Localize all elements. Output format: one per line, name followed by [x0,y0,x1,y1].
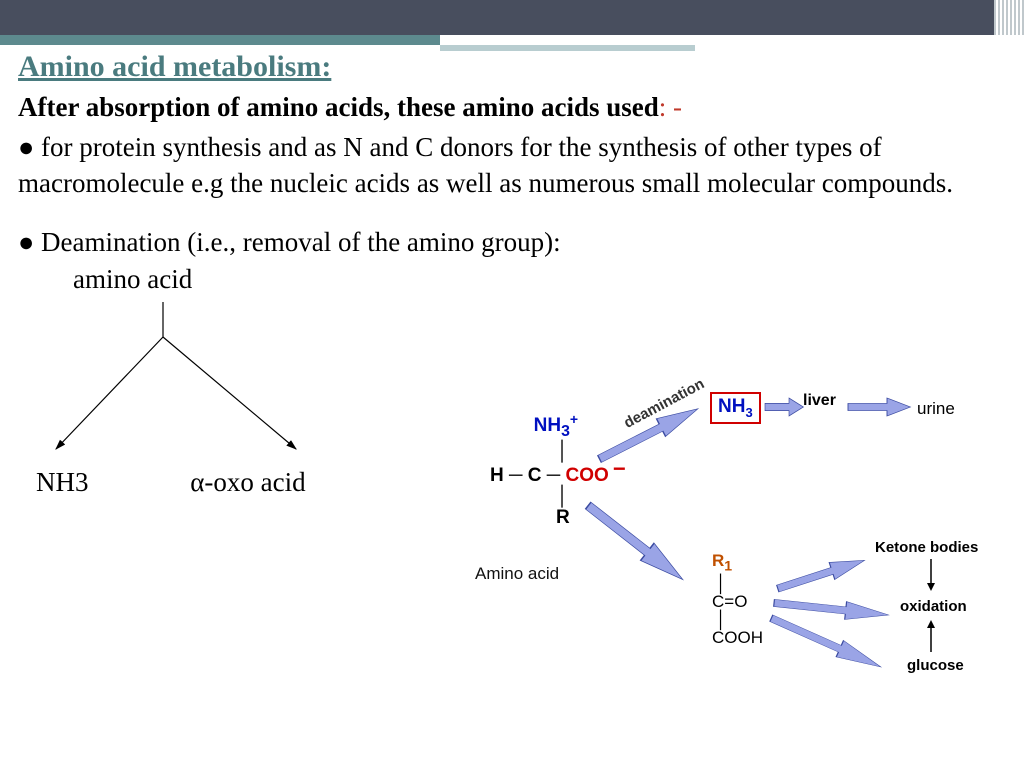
slide-title: Amino acid metabolism: [18,50,1006,84]
bullet-2: ● Deamination (i.e., removal of the amin… [18,227,1006,258]
bullet-1: ● for protein synthesis and as N and C d… [18,129,1006,202]
fork-left-label: NH3 [36,467,89,497]
slide-subhead: After absorption of amino acids, these a… [18,92,1006,123]
fork-top-label: amino acid [73,264,1006,295]
fork-diagram [38,297,378,462]
fork-right-label: α-oxo acid [190,467,305,497]
metabolism-diagram: NH3+ │ H ─ C ─ COO− │ R Amino acid deami… [430,392,1010,732]
subhead-text: After absorption of amino acids, these a… [18,92,659,122]
topbar-stripe [994,0,1024,35]
slide-topbar [0,0,1024,35]
subhead-dash: : - [659,92,682,122]
diagram-arrows [430,392,1010,732]
accent-line-light [440,45,695,51]
accent-line-main [0,35,440,45]
